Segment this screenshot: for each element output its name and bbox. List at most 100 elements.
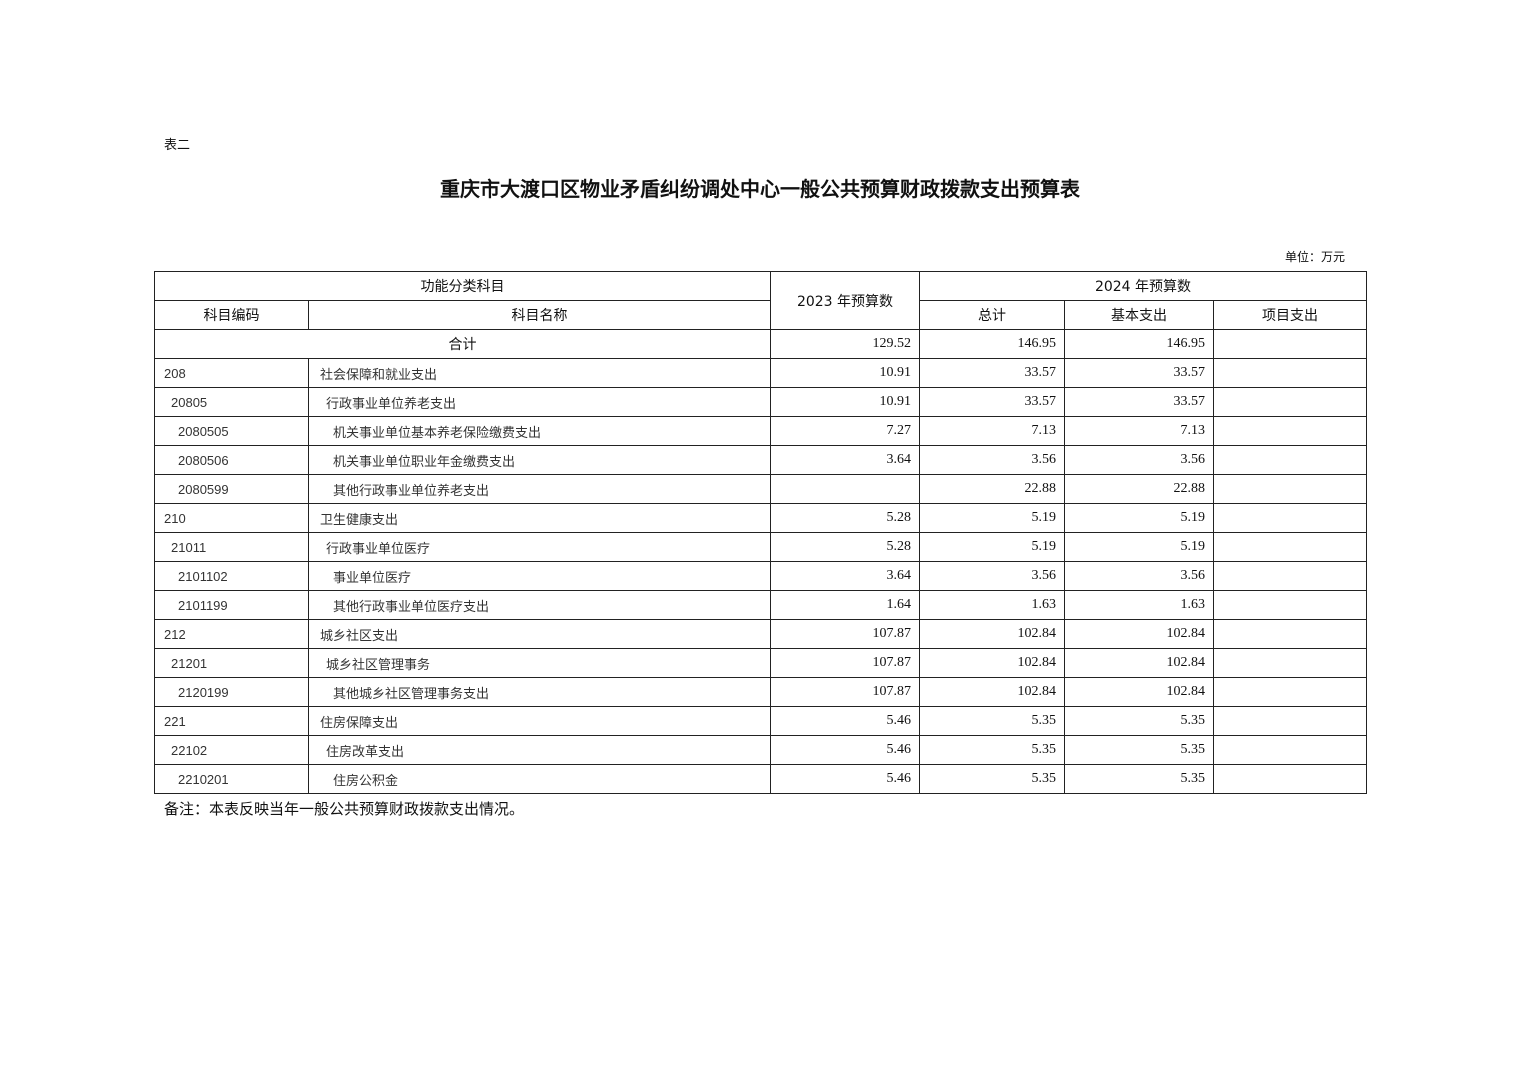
- subject-code: 2080505: [154, 416, 309, 446]
- budget-2024-basic: 3.56: [1064, 445, 1214, 475]
- budget-2024-basic: 5.35: [1064, 764, 1214, 794]
- budget-2024-project: [1212, 764, 1368, 794]
- budget-2024-project: [1212, 532, 1368, 562]
- subject-name: 卫生健康支出: [308, 503, 771, 533]
- table-row: 2101199 其他行政事业单位医疗支出 1.64 1.63 1.63: [154, 590, 1368, 620]
- subject-code: 221: [154, 706, 309, 736]
- header-basic: 基本支出: [1064, 300, 1214, 330]
- document-title: 重庆市大渡口区物业矛盾纠纷调处中心一般公共预算财政拨款支出预算表: [440, 177, 1080, 201]
- budget-2023: 10.91: [770, 387, 920, 417]
- budget-2023: 107.87: [770, 648, 920, 678]
- table-row: 2080506 机关事业单位职业年金缴费支出 3.64 3.56 3.56: [154, 445, 1368, 475]
- subject-code: 2210201: [154, 764, 309, 794]
- header-row-1: 功能分类科目 2023 年预算数 2024 年预算数: [154, 271, 1368, 330]
- budget-2023: 10.91: [770, 358, 920, 388]
- budget-2023: 1.64: [770, 590, 920, 620]
- table-row: 21201 城乡社区管理事务 107.87 102.84 102.84: [154, 648, 1368, 678]
- unit-label: 单位：万元: [1285, 250, 1346, 264]
- subject-code: 20805: [154, 387, 309, 417]
- total-2023: 129.52: [770, 329, 920, 359]
- table-row: 20805 行政事业单位养老支出 10.91 33.57 33.57: [154, 387, 1368, 417]
- subject-name: 城乡社区管理事务: [308, 648, 771, 678]
- total-2024-project: [1212, 329, 1368, 359]
- table-row: 2080599 其他行政事业单位养老支出 22.88 22.88: [154, 474, 1368, 504]
- budget-2024-total: 102.84: [919, 677, 1065, 707]
- budget-2024-project: [1212, 648, 1368, 678]
- budget-2024-basic: 22.88: [1064, 474, 1214, 504]
- subject-code: 21011: [154, 532, 309, 562]
- budget-2024-total: 5.19: [919, 532, 1065, 562]
- budget-2024-total: 33.57: [919, 358, 1065, 388]
- table-row: 210 卫生健康支出 5.28 5.19 5.19: [154, 503, 1368, 533]
- header-name: 科目名称: [308, 300, 771, 330]
- total-2024-basic: 146.95: [1064, 329, 1214, 359]
- subject-code: 208: [154, 358, 309, 388]
- total-label: 合计: [154, 329, 771, 359]
- budget-2023: [770, 474, 920, 504]
- budget-2023: 5.28: [770, 532, 920, 562]
- header-total: 总计: [919, 300, 1065, 330]
- table-row: 221 住房保障支出 5.46 5.35 5.35: [154, 706, 1368, 736]
- subject-code: 210: [154, 503, 309, 533]
- header-2023-budget: 2023 年预算数: [770, 271, 920, 330]
- subject-name: 机关事业单位职业年金缴费支出: [308, 445, 771, 475]
- budget-2024-basic: 33.57: [1064, 358, 1214, 388]
- subject-code: 2101199: [154, 590, 309, 620]
- budget-2024-basic: 1.63: [1064, 590, 1214, 620]
- budget-2024-total: 5.35: [919, 735, 1065, 765]
- budget-2024-project: [1212, 561, 1368, 591]
- budget-2024-total: 3.56: [919, 445, 1065, 475]
- header-2024-budget: 2024 年预算数: [918, 271, 1368, 301]
- subject-name: 机关事业单位基本养老保险缴费支出: [308, 416, 771, 446]
- budget-2024-project: [1212, 503, 1368, 533]
- budget-table: 功能分类科目 2023 年预算数 2024 年预算数 科目编码 科目名称 总计 …: [154, 271, 1368, 794]
- table-row: 2101102 事业单位医疗 3.64 3.56 3.56: [154, 561, 1368, 591]
- budget-2024-total: 5.35: [919, 764, 1065, 794]
- budget-2024-total: 22.88: [919, 474, 1065, 504]
- budget-2024-project: [1212, 677, 1368, 707]
- budget-2024-project: [1212, 619, 1368, 649]
- budget-2023: 5.46: [770, 735, 920, 765]
- budget-2024-basic: 3.56: [1064, 561, 1214, 591]
- budget-2024-basic: 5.35: [1064, 706, 1214, 736]
- subject-code: 2080599: [154, 474, 309, 504]
- subject-code: 21201: [154, 648, 309, 678]
- budget-2023: 3.64: [770, 561, 920, 591]
- budget-2023: 7.27: [770, 416, 920, 446]
- budget-2024-project: [1212, 590, 1368, 620]
- budget-2024-project: [1212, 387, 1368, 417]
- budget-2024-total: 33.57: [919, 387, 1065, 417]
- table-number-label: 表二: [164, 138, 191, 153]
- subject-name: 住房公积金: [308, 764, 771, 794]
- subject-name: 其他行政事业单位医疗支出: [308, 590, 771, 620]
- budget-2023: 3.64: [770, 445, 920, 475]
- budget-2024-project: [1212, 445, 1368, 475]
- budget-2024-basic: 102.84: [1064, 619, 1214, 649]
- subject-name: 其他行政事业单位养老支出: [308, 474, 771, 504]
- budget-2024-basic: 33.57: [1064, 387, 1214, 417]
- table-row: 2210201 住房公积金 5.46 5.35 5.35: [154, 764, 1368, 794]
- budget-2024-basic: 5.19: [1064, 503, 1214, 533]
- budget-2024-total: 7.13: [919, 416, 1065, 446]
- budget-2024-project: [1212, 474, 1368, 504]
- table-row: 212 城乡社区支出 107.87 102.84 102.84: [154, 619, 1368, 649]
- budget-2024-basic: 102.84: [1064, 648, 1214, 678]
- header-code: 科目编码: [154, 300, 309, 330]
- table-row: 2120199 其他城乡社区管理事务支出 107.87 102.84 102.84: [154, 677, 1368, 707]
- subject-code: 2101102: [154, 561, 309, 591]
- subject-code: 212: [154, 619, 309, 649]
- budget-2024-total: 5.35: [919, 706, 1065, 736]
- subject-name: 社会保障和就业支出: [308, 358, 771, 388]
- budget-2024-basic: 7.13: [1064, 416, 1214, 446]
- budget-2023: 5.28: [770, 503, 920, 533]
- subject-name: 其他城乡社区管理事务支出: [308, 677, 771, 707]
- budget-2024-total: 102.84: [919, 619, 1065, 649]
- header-functional: 功能分类科目: [154, 271, 771, 301]
- footnote: 备注：本表反映当年一般公共预算财政拨款支出情况。: [164, 800, 525, 818]
- budget-2023: 107.87: [770, 677, 920, 707]
- table-row: 21011 行政事业单位医疗 5.28 5.19 5.19: [154, 532, 1368, 562]
- subject-name: 行政事业单位医疗: [308, 532, 771, 562]
- total-2024-total: 146.95: [919, 329, 1065, 359]
- total-row: 合计 129.52 146.95 146.95: [154, 329, 1368, 359]
- header-project: 项目支出: [1212, 300, 1368, 330]
